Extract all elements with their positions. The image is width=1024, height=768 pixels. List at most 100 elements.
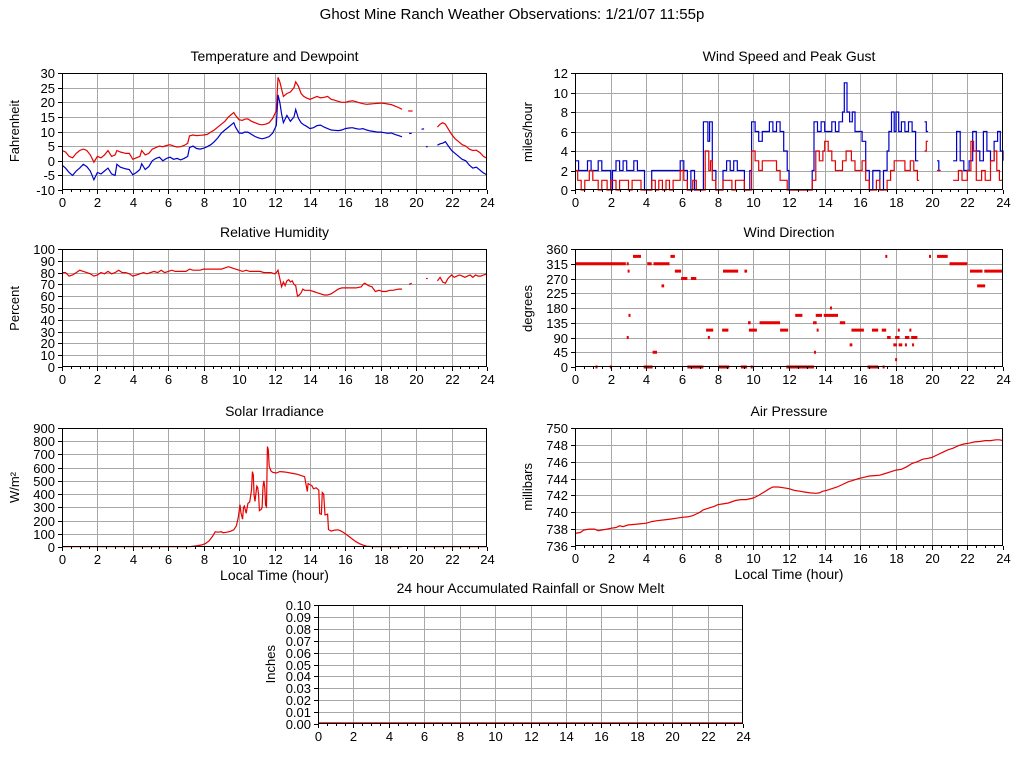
svg-text:90: 90 [41,254,55,269]
svg-text:6: 6 [165,372,172,387]
svg-text:6: 6 [679,372,686,387]
wind-direction-plot: 0 2 4 6 8 10 12 14 16 18 20 22 240459013518022527031… [546,242,1010,387]
svg-text:30: 30 [41,66,55,81]
svg-text:0: 0 [59,372,66,387]
svg-text:12: 12 [268,552,282,567]
svg-text:8: 8 [201,552,208,567]
svg-text:10: 10 [232,195,246,210]
svg-text:225: 225 [546,286,568,301]
svg-text:10: 10 [41,348,55,363]
svg-text:14: 14 [818,372,832,387]
svg-text:6: 6 [679,195,686,210]
svg-text:14: 14 [559,729,573,744]
svg-text:0: 0 [572,551,579,566]
svg-text:90: 90 [554,331,568,346]
svg-text:20: 20 [925,372,939,387]
svg-text:12: 12 [782,551,796,566]
svg-text:45: 45 [554,345,568,360]
air-pressure-chart: Air Pressure millibars Local Time (hour)… [520,403,1011,582]
y-axis-label: millibars [519,463,535,511]
svg-text:10: 10 [488,729,502,744]
svg-text:24: 24 [996,195,1010,210]
svg-text:24: 24 [996,372,1010,387]
svg-text:800: 800 [33,434,55,449]
svg-text:14: 14 [818,195,832,210]
svg-text:18: 18 [374,372,388,387]
svg-text:10: 10 [41,125,55,140]
svg-text:18: 18 [889,372,903,387]
svg-text:-10: -10 [36,183,55,198]
svg-text:16: 16 [853,551,867,566]
svg-text:18: 18 [630,729,644,744]
svg-text:6: 6 [679,551,686,566]
svg-text:18: 18 [374,552,388,567]
svg-text:14: 14 [303,372,317,387]
svg-text:300: 300 [33,500,55,515]
svg-text:6: 6 [561,125,568,140]
svg-text:20: 20 [41,336,55,351]
svg-text:10: 10 [746,551,760,566]
svg-text:12: 12 [782,195,796,210]
svg-text:22: 22 [445,372,459,387]
svg-text:0.07: 0.07 [286,634,311,649]
svg-text:2: 2 [608,551,615,566]
svg-text:0: 0 [59,552,66,567]
svg-text:0: 0 [48,360,55,375]
air-pressure-plot: 0 2 4 6 8 10 12 14 16 18 20 22 247367387407427447467… [546,421,1010,566]
svg-text:12: 12 [268,195,282,210]
y-axis-label: Inches [262,645,278,684]
svg-text:738: 738 [546,522,568,537]
svg-text:4: 4 [130,552,137,567]
svg-text:8: 8 [457,729,464,744]
svg-text:4: 4 [130,195,137,210]
svg-text:16: 16 [338,552,352,567]
svg-text:6: 6 [165,552,172,567]
chart-title: Temperature and Dewpoint [190,48,359,64]
svg-text:2: 2 [94,552,101,567]
svg-text:12: 12 [524,729,538,744]
svg-text:24: 24 [736,729,750,744]
svg-text:0: 0 [572,195,579,210]
svg-text:270: 270 [546,272,568,287]
svg-text:-5: -5 [43,168,55,183]
svg-text:18: 18 [889,551,903,566]
svg-text:315: 315 [546,257,568,272]
svg-text:600: 600 [33,461,55,476]
svg-text:744: 744 [546,472,568,487]
svg-text:2: 2 [608,195,615,210]
svg-text:20: 20 [409,372,423,387]
svg-text:24: 24 [480,372,494,387]
svg-text:50: 50 [41,301,55,316]
svg-text:24: 24 [480,195,494,210]
svg-text:0.00: 0.00 [286,717,311,732]
svg-text:0.10: 0.10 [286,598,311,613]
page-title: Ghost Mine Ranch Weather Observations: 1… [319,6,705,23]
svg-text:0.05: 0.05 [286,658,311,673]
svg-text:740: 740 [546,505,568,520]
svg-text:16: 16 [853,372,867,387]
svg-text:0.08: 0.08 [286,622,311,637]
svg-text:16: 16 [338,195,352,210]
svg-text:0.01: 0.01 [286,705,311,720]
svg-text:10: 10 [746,372,760,387]
svg-text:40: 40 [41,313,55,328]
chart-title: Wind Speed and Peak Gust [702,48,876,64]
svg-text:4: 4 [386,729,393,744]
svg-text:748: 748 [546,438,568,453]
chart-title: Relative Humidity [220,224,329,240]
svg-text:20: 20 [409,552,423,567]
svg-text:20: 20 [409,195,423,210]
x-axis-label: Local Time (hour) [734,566,844,582]
svg-text:746: 746 [546,455,568,470]
svg-text:736: 736 [546,539,568,554]
svg-text:22: 22 [445,552,459,567]
svg-text:8: 8 [715,372,722,387]
solar-irradiance-plot: 0 2 4 6 8 10 12 14 16 18 20 22 240100200300400500600… [33,421,494,567]
svg-text:22: 22 [960,372,974,387]
relative-humidity-plot: 0 2 4 6 8 10 12 14 16 18 20 22 240102030405060708090… [33,242,494,387]
svg-text:20: 20 [665,729,679,744]
